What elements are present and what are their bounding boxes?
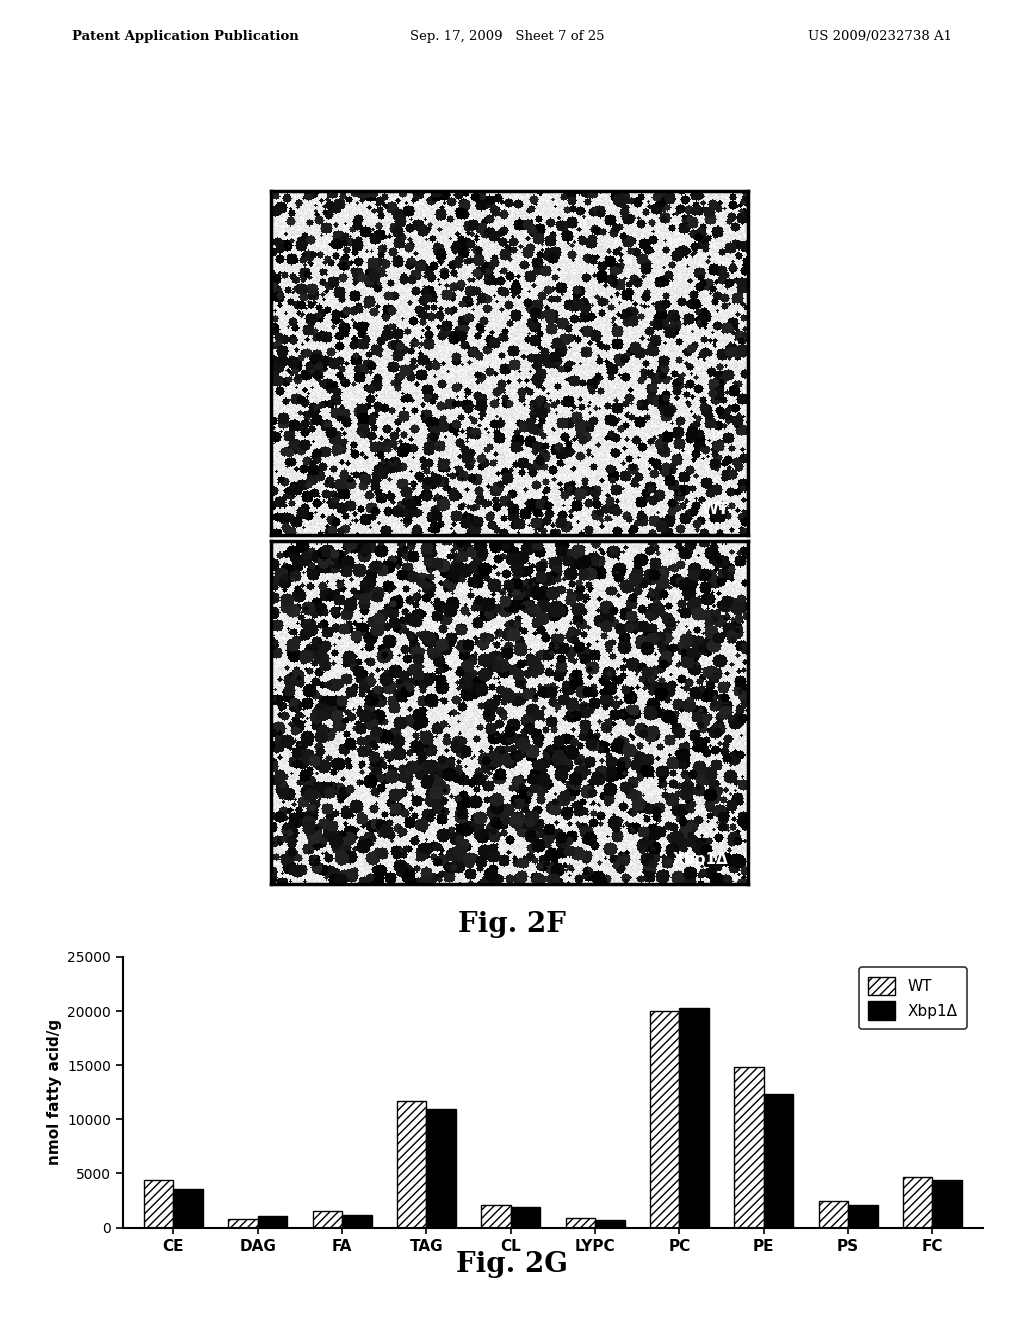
- Text: WT: WT: [701, 503, 728, 517]
- Bar: [650, 1011, 680, 1228]
- Text: Patent Application Publication: Patent Application Publication: [72, 30, 298, 44]
- Bar: [342, 1216, 372, 1228]
- Y-axis label: nmol fatty acid/g: nmol fatty acid/g: [47, 1019, 61, 1166]
- Bar: [397, 1101, 426, 1228]
- Bar: [173, 1188, 203, 1228]
- Text: Sep. 17, 2009   Sheet 7 of 25: Sep. 17, 2009 Sheet 7 of 25: [410, 30, 604, 44]
- Bar: [228, 1218, 258, 1228]
- Bar: [764, 1094, 794, 1228]
- Bar: [144, 1180, 173, 1228]
- Bar: [903, 1176, 933, 1228]
- Bar: [734, 1068, 764, 1228]
- Text: Fig. 2G: Fig. 2G: [456, 1251, 568, 1278]
- Bar: [680, 1008, 709, 1228]
- Bar: [511, 1206, 541, 1228]
- Bar: [258, 1216, 288, 1228]
- Bar: [848, 1205, 878, 1228]
- Bar: [565, 1218, 595, 1228]
- Text: Xbp1Δ: Xbp1Δ: [673, 853, 728, 867]
- Bar: [933, 1180, 962, 1228]
- Bar: [818, 1201, 848, 1228]
- Legend: WT, Xbp1Δ: WT, Xbp1Δ: [859, 968, 967, 1030]
- Text: Fig. 2F: Fig. 2F: [458, 911, 566, 937]
- Bar: [426, 1109, 456, 1228]
- Bar: [481, 1205, 511, 1228]
- Bar: [595, 1220, 625, 1228]
- Text: US 2009/0232738 A1: US 2009/0232738 A1: [808, 30, 952, 44]
- Bar: [312, 1212, 342, 1228]
